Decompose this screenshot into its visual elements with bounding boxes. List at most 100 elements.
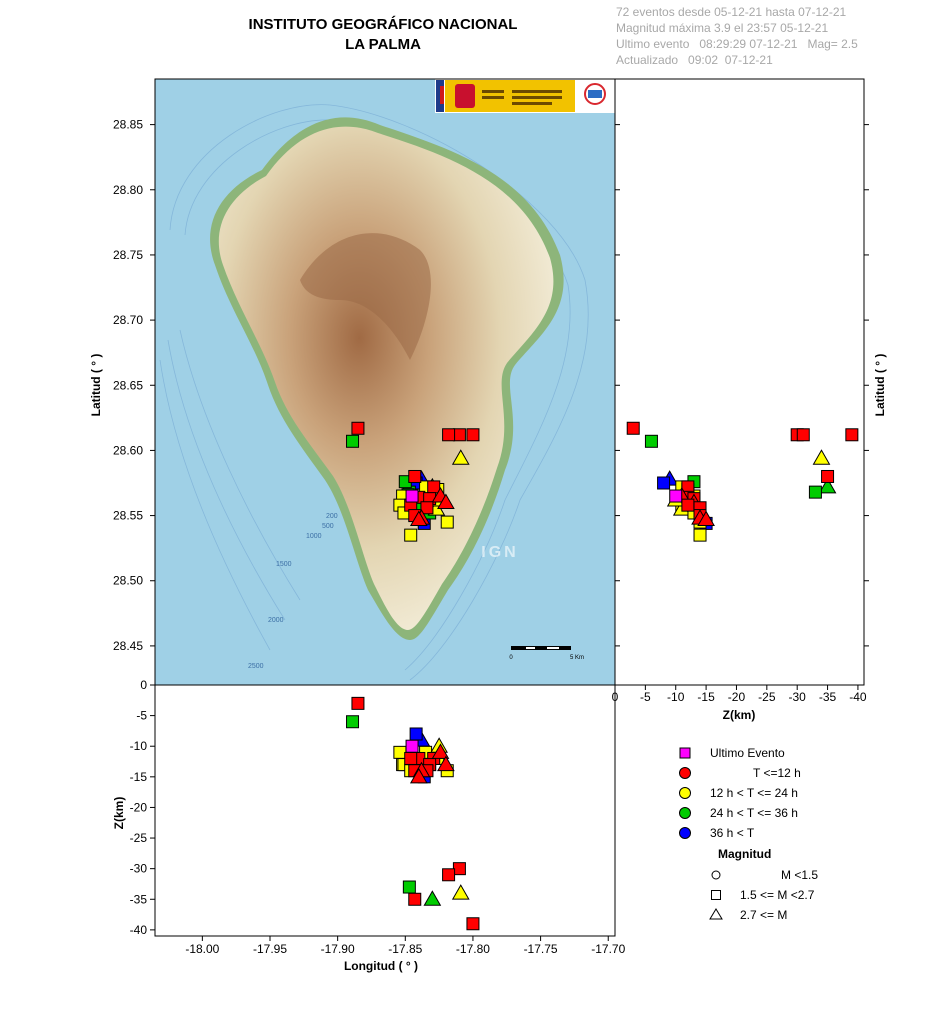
bottom-y-tick-label: 0 <box>140 678 147 692</box>
right-y-axis-label: Latitud ( ° ) <box>873 354 887 417</box>
bathymetry-contours <box>159 104 589 681</box>
caldera-relief <box>300 233 431 360</box>
map-event-marker <box>409 510 428 526</box>
lon-depth-event-marker <box>393 745 407 759</box>
lon-depth-event-marker <box>451 884 470 900</box>
lon-depth-event-marker <box>431 743 450 759</box>
chart-title: INSTITUTO GEOGRÁFICO NACIONAL <box>248 16 518 33</box>
right-x-tick-label: -15 <box>697 690 715 704</box>
bottom-y-tick-label: -40 <box>130 923 148 937</box>
info-events-range: 72 eventos desde 05-12-21 hasta 07-12-21 <box>616 5 847 19</box>
map-event-marker <box>437 493 455 510</box>
bottom-x-tick-label: -17.80 <box>456 942 490 956</box>
map-event-marker <box>420 501 434 515</box>
map-event-marker <box>408 469 422 483</box>
right-x-tick-label: -25 <box>758 690 776 704</box>
lon-depth-event-marker <box>408 892 422 906</box>
bottom-x-tick-label: -18.00 <box>185 942 219 956</box>
map-event-marker <box>405 489 419 503</box>
lon-depth-event-marker <box>409 727 423 741</box>
left-y-axis-label: Latitud ( ° ) <box>89 354 103 417</box>
contour-label: 2500 <box>248 663 264 670</box>
bottom-panel-frame <box>154 684 616 937</box>
bottom-y-axis-label: Z(km) <box>112 797 126 830</box>
scale-start-label: 0 <box>509 655 513 661</box>
legend-color-circle <box>679 827 691 839</box>
depth-lat-event-marker <box>644 434 658 448</box>
scale-end-label: 5 Km <box>570 655 584 661</box>
right-x-tick-label: -35 <box>819 690 837 704</box>
legend-color-circle <box>679 767 691 779</box>
legend-circle-shape <box>711 870 721 880</box>
bottom-x-axis-label: Longitud ( ° ) <box>344 959 418 973</box>
depth-lat-event-marker <box>845 428 859 442</box>
legend-magnitude-label: 2.7 <= M <box>740 908 787 922</box>
bottom-y-tick-label: -15 <box>130 770 148 784</box>
depth-lat-event-marker <box>657 476 671 490</box>
right-x-tick-label: -30 <box>789 690 807 704</box>
bottom-panel-points <box>346 696 480 931</box>
left-y-tick-label: 28.60 <box>113 443 143 457</box>
bottom-x-tick-label: -17.90 <box>321 942 355 956</box>
legend-label: T <=12 h <box>753 766 801 780</box>
bottom-x-tick-label: -17.95 <box>253 942 287 956</box>
map-event-marker <box>351 421 365 435</box>
contour-label: 1000 <box>306 533 322 540</box>
bottom-y-tick-label: -30 <box>130 862 148 876</box>
contour-label: 200 <box>326 513 338 520</box>
info-max-magnitude: Magnitud máxima 3.9 el 23:57 05-12-21 <box>616 21 829 35</box>
legend-label: 36 h < T <box>710 826 755 840</box>
legend-color-circle <box>679 807 691 819</box>
legend-magnitude-label: 1.5 <= M <2.7 <box>740 888 815 902</box>
legend-color-circle <box>679 787 691 799</box>
map-event-marker <box>427 480 441 494</box>
map-points <box>346 421 480 542</box>
right-x-tick-label: -20 <box>728 690 746 704</box>
left-y-tick-label: 28.55 <box>113 509 143 523</box>
depth-latitude-panel <box>614 78 865 686</box>
longitude-depth-panel <box>154 684 616 937</box>
map-event-marker <box>451 449 470 465</box>
legend-magnitude-title: Magnitud <box>718 847 771 861</box>
lon-depth-event-marker <box>437 755 455 772</box>
map-event-marker <box>404 528 418 542</box>
map-event-marker <box>440 515 454 529</box>
lon-depth-event-marker <box>466 917 480 931</box>
bottom-y-tick-label: -20 <box>130 800 148 814</box>
chart-subtitle: LA PALMA <box>345 36 421 53</box>
contour-label: 1500 <box>276 561 292 568</box>
lon-depth-event-marker <box>404 751 418 765</box>
left-y-tick-label: 28.70 <box>113 313 143 327</box>
axes: 28.45 28.50 28.55 28.60 28.65 28.70 28.75 28.80… <box>113 118 869 956</box>
depth-lat-event-marker <box>681 498 695 512</box>
lon-depth-event-marker <box>442 868 456 882</box>
lon-depth-event-marker <box>423 890 442 906</box>
left-y-tick-label: 28.85 <box>113 118 143 132</box>
ministry-logo <box>435 79 615 113</box>
left-y-tick-label: 28.65 <box>113 378 143 392</box>
depth-lat-event-marker <box>693 528 707 542</box>
info-last-event: Ultimo evento 08:29:29 07-12-21 Mag= 2.5 <box>616 37 858 51</box>
bottom-y-tick-label: -35 <box>130 892 148 906</box>
legend-label: 24 h < T <= 36 h <box>710 806 798 820</box>
depth-lat-event-marker <box>818 477 837 494</box>
bottom-y-tick-label: -25 <box>130 831 148 845</box>
map-event-marker <box>346 434 360 448</box>
right-panel-frame <box>614 78 865 686</box>
legend-label: 12 h < T <= 24 h <box>710 786 798 800</box>
depth-lat-event-marker <box>796 428 810 442</box>
left-y-tick-label: 28.75 <box>113 248 143 262</box>
map-event-marker <box>452 428 466 442</box>
legend-ultimo-square <box>679 747 691 759</box>
left-y-tick-label: 28.80 <box>113 183 143 197</box>
depth-lat-event-marker <box>669 489 683 503</box>
right-panel-points <box>626 421 859 542</box>
legend-triangle-shape <box>709 908 723 920</box>
ign-watermark: IGN <box>481 544 518 561</box>
right-x-axis-label: Z(km) <box>723 708 756 722</box>
depth-lat-event-marker <box>812 449 831 465</box>
lon-depth-event-marker <box>405 739 419 753</box>
